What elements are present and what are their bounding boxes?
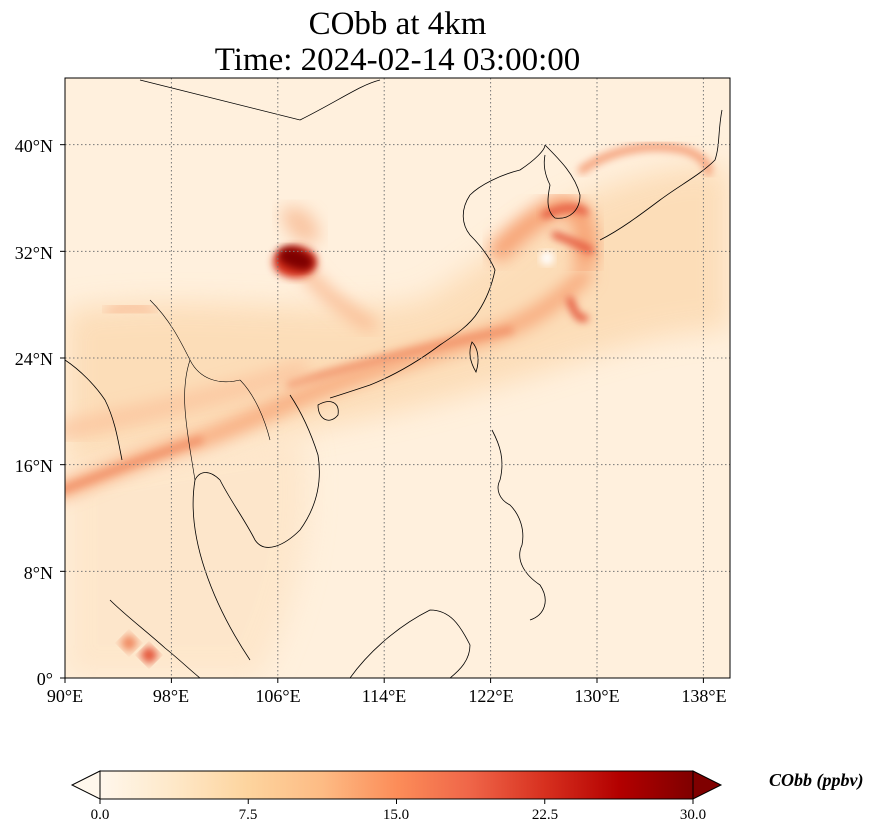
gridlines (65, 78, 730, 678)
y-tick-label-16N: 16°N (14, 456, 53, 476)
y-tick-label-40N: 40°N (14, 136, 53, 156)
southern-transport-band (65, 361, 309, 439)
northern-border (139, 79, 381, 121)
low-value-spot (540, 251, 554, 265)
colorbar-tick-label-30: 30.0 (679, 807, 707, 823)
x-tick-label-122E: 122°E (468, 686, 514, 706)
hainan (317, 401, 339, 421)
indochina-coast (194, 394, 320, 548)
colorbar-bar (99, 770, 694, 800)
hotspot-core (278, 247, 314, 271)
y-tick-label-8N: 8°N (23, 563, 53, 583)
x-tick-label-90E: 90°E (46, 686, 84, 706)
bay-of-bengal-coast (65, 359, 123, 461)
borneo (349, 609, 471, 678)
colorbar-extend-max (692, 770, 723, 800)
axis-ticks (60, 144, 704, 683)
concentration-field (65, 142, 730, 678)
map-title: CObb at 4km (308, 6, 487, 42)
y-tick-label-24N: 24°N (14, 349, 53, 369)
colorbar-tick-label-22-5: 22.5 (531, 807, 559, 823)
taiwan (469, 341, 479, 373)
inland-borders (149, 299, 271, 481)
x-tick-label-106E: 106°E (255, 686, 301, 706)
colorbar-ticks (99, 799, 694, 804)
colorbar (70, 770, 723, 804)
y-tick-label-0: 0° (36, 669, 53, 689)
korea-plume-core (541, 204, 594, 322)
colorbar-extend-min (70, 770, 101, 800)
coastlines (65, 79, 723, 678)
korean-peninsula (543, 144, 581, 219)
map-panel (65, 78, 730, 678)
central-china-patch (280, 206, 320, 244)
colorbar-tick-label-0: 0.0 (90, 807, 110, 823)
east-china-plume (489, 193, 598, 271)
x-tick-label-114E: 114°E (361, 686, 407, 706)
malay-peninsula (192, 479, 251, 661)
arc-east-of-japan (578, 142, 713, 176)
northern-india-plume (105, 301, 155, 317)
y-tick-label-32N: 32°N (14, 243, 53, 263)
china-east-coastline (329, 194, 496, 399)
sumatra (109, 599, 201, 678)
map-frame (64, 77, 731, 679)
colorbar-tick-label-15: 15.0 (382, 807, 410, 823)
colorbar-title: CObb (ppbv) (769, 770, 864, 790)
x-tick-label-98E: 98°E (152, 686, 190, 706)
x-tick-label-138E: 138°E (681, 686, 727, 706)
philippines (491, 429, 546, 621)
colorbar-tick-label-7-5: 7.5 (238, 807, 258, 823)
southern-haze (65, 430, 308, 678)
x-tick-label-130E: 130°E (574, 686, 620, 706)
bohai-coast (469, 144, 546, 196)
japan-coast (599, 109, 723, 241)
map-subtitle-time: Time: 2024-02-14 03:00:00 (214, 42, 581, 78)
